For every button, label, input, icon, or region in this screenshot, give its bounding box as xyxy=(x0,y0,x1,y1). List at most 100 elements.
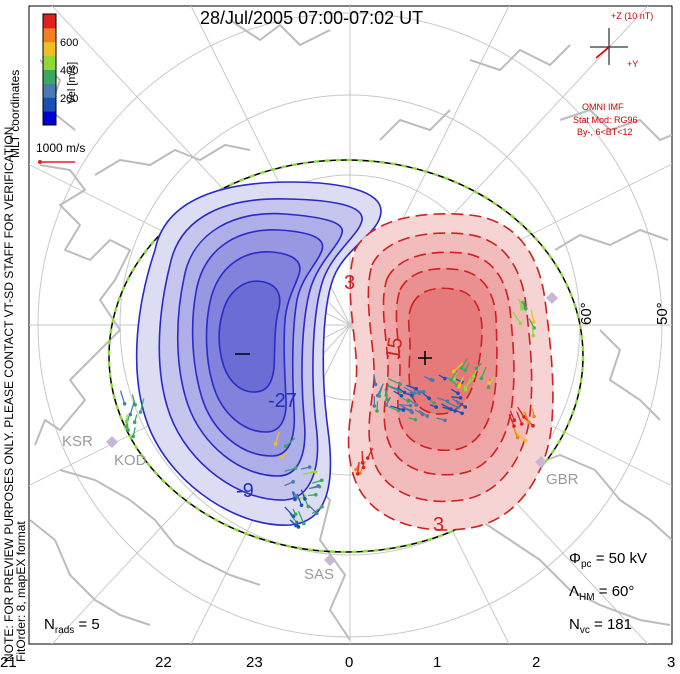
velocity-vector-origin xyxy=(512,424,516,428)
velocity-vector-origin xyxy=(296,525,301,529)
imf-model-label: Stat Mod: RG96 xyxy=(573,115,638,125)
velocity-vector xyxy=(284,467,296,472)
velocity-vector-origin xyxy=(471,374,476,379)
velocity-vector xyxy=(453,362,464,372)
velocity-vector xyxy=(377,383,384,396)
velocity-vector-origin xyxy=(463,368,468,373)
velocity-color-bar xyxy=(43,14,56,126)
velocity-vector-origin xyxy=(456,391,460,396)
velocity-vector-origin xyxy=(522,415,526,419)
velocity-vector-origin xyxy=(486,385,491,390)
velocity-vector-origin xyxy=(459,366,464,370)
station-label-kod: KOD xyxy=(114,452,147,469)
map-title: 28/Jul/2005 07:00-07:02 UT xyxy=(200,8,424,28)
velocity-vector-origin xyxy=(432,401,436,405)
velocity-vector-origin xyxy=(421,389,426,394)
latitude-label-50: 50° xyxy=(654,302,671,325)
contour-label-neg-b: -9 xyxy=(236,480,254,502)
velocity-vector xyxy=(274,431,280,445)
velocity-vector-origin xyxy=(449,378,454,382)
velocity-vector-origin xyxy=(532,414,536,419)
velocity-vector-origin xyxy=(319,478,324,483)
imf-condition-label: By-, 6<BT<12 xyxy=(577,127,633,137)
velocity-vector xyxy=(436,397,448,402)
velocity-vector-origin xyxy=(398,382,403,387)
velocity-vector-origin xyxy=(427,396,431,401)
velocity-vector-origin xyxy=(307,465,312,469)
velocity-vector-origin xyxy=(132,420,137,425)
velocity-vector-origin xyxy=(128,412,133,417)
velocity-vector-origin xyxy=(138,410,143,414)
velocity-vector-origin xyxy=(463,405,468,409)
velocity-vector xyxy=(516,411,523,425)
velocity-vector xyxy=(508,414,515,427)
mlt-label-21: 21 xyxy=(0,654,17,671)
velocity-vector xyxy=(512,311,521,324)
imf-source-label: OMNI IMF xyxy=(582,102,624,112)
velocity-vector-origin xyxy=(443,376,447,381)
color-bar-segment xyxy=(43,69,56,84)
velocity-vector-origin xyxy=(460,411,464,416)
vector-count: Nvc = 181 xyxy=(569,616,632,636)
velocity-vector-origin xyxy=(361,465,366,470)
velocity-vector xyxy=(357,461,360,474)
velocity-vector-origin xyxy=(280,454,284,459)
imf-z-label: +Z (10 nT) xyxy=(611,11,654,21)
velocity-vector-origin xyxy=(518,321,523,326)
velocity-vector-origin xyxy=(531,320,536,324)
velocity-vector-origin xyxy=(434,405,439,409)
velocity-vector xyxy=(139,398,145,413)
velocity-vector-origin xyxy=(293,497,297,502)
velocity-vector-origin xyxy=(474,366,479,371)
cross-polar-potential: Φpc = 50 kV xyxy=(569,550,647,570)
velocity-vector xyxy=(129,401,135,415)
velocity-vector xyxy=(512,425,519,438)
velocity-vector-origin xyxy=(124,419,129,424)
velocity-vector-origin xyxy=(401,408,406,412)
imf-clock xyxy=(590,28,628,65)
velocity-vector-origin xyxy=(375,393,380,398)
velocity-vector-origin xyxy=(399,394,404,398)
velocity-vector xyxy=(396,403,411,407)
velocity-vector xyxy=(517,406,525,418)
station-label-gbr: GBR xyxy=(546,471,579,488)
velocity-vector-origin xyxy=(523,438,528,443)
velocity-vector-origin xyxy=(512,418,517,423)
velocity-vector-origin xyxy=(445,399,450,404)
color-bar-segment xyxy=(43,55,56,70)
color-bar-segment xyxy=(43,27,56,43)
velocity-vector-origin xyxy=(458,396,463,400)
velocity-vector-origin xyxy=(131,434,135,439)
mlt-label-1: 1 xyxy=(433,654,442,671)
velocity-vector xyxy=(464,377,475,388)
velocity-vector xyxy=(385,383,389,396)
velocity-vector-origin xyxy=(284,444,288,449)
hm-latitude: ΛHM = 60° xyxy=(569,583,635,603)
velocity-vector-origin xyxy=(314,492,318,497)
velocity-tick-400: 400 xyxy=(60,65,79,77)
velocity-vector-origin xyxy=(316,484,321,488)
velocity-vector-origin xyxy=(527,420,531,425)
velocity-vector xyxy=(303,471,316,475)
velocity-vector-origin xyxy=(375,409,379,413)
reference-vector-label: 1000 m/s xyxy=(36,141,86,155)
velocity-vector xyxy=(402,406,413,413)
radar-count: Nrads = 5 xyxy=(44,616,100,636)
velocity-vector xyxy=(297,511,305,524)
velocity-vector-origin xyxy=(520,422,524,426)
velocity-vector-origin xyxy=(402,390,407,395)
velocity-vector-origin xyxy=(408,403,413,408)
imf-y-label: +Y xyxy=(627,59,639,69)
velocity-vector-origin xyxy=(515,435,520,440)
contour-label-pos-a: 3 xyxy=(344,272,356,294)
velocity-vector-origin xyxy=(523,305,527,310)
velocity-vector-origin xyxy=(487,381,491,385)
color-bar-outline xyxy=(42,13,57,126)
velocity-vector xyxy=(284,506,294,517)
velocity-vector xyxy=(523,411,530,423)
velocity-vector-origin xyxy=(413,418,418,422)
velocity-vector xyxy=(311,506,323,515)
color-bar-segment xyxy=(43,97,56,112)
velocity-vector-origin xyxy=(456,405,460,410)
velocity-vector-origin xyxy=(355,472,360,476)
